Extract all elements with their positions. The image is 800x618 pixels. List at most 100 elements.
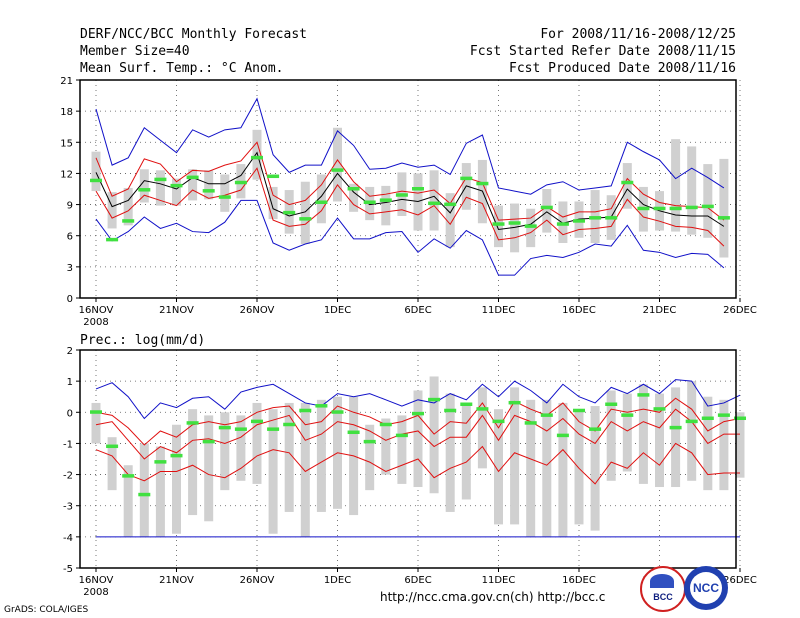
obs-marker (653, 206, 666, 211)
y-tick-label: 9 (67, 201, 73, 212)
obs-marker (154, 460, 167, 464)
obs-marker (363, 200, 376, 204)
obs-marker (589, 427, 602, 431)
spread-box (494, 409, 503, 525)
grads-credit: GrADS: COLA/IGES (4, 605, 89, 615)
spread-box (220, 174, 230, 212)
spread-box (510, 387, 520, 525)
obs-marker (122, 219, 135, 223)
obs-marker (122, 474, 135, 478)
spread-box (397, 415, 407, 484)
spread-box (333, 127, 342, 202)
obs-marker (460, 176, 473, 181)
spread-box (123, 465, 133, 537)
obs-marker (701, 416, 714, 421)
plot-frame (79, 79, 737, 299)
spread-box (574, 409, 584, 525)
obs-marker (395, 433, 408, 438)
series-max-line (95, 379, 741, 420)
spread-box (204, 415, 214, 522)
spread-box (542, 189, 552, 233)
spread-box (429, 376, 439, 494)
obs-marker (106, 237, 119, 242)
obs-marker (540, 205, 553, 210)
obs-marker (605, 216, 618, 220)
x-tick-label: 1DEC (324, 575, 351, 586)
forecast-period: For 2008/11/16-2008/12/25 (540, 27, 736, 42)
spread-box (735, 412, 745, 478)
spread-box (252, 129, 262, 180)
ncc-logo-label: NCC (693, 581, 719, 595)
obs-marker (234, 180, 247, 185)
obs-marker (267, 174, 280, 179)
variable-label: Mean Surf. Temp.: °C Anom. (80, 61, 284, 76)
spread-box (413, 173, 423, 231)
obs-marker (395, 193, 408, 197)
obs-marker (299, 408, 312, 413)
obs-marker (556, 433, 569, 438)
x-tick-label: 21DEC (643, 305, 677, 316)
series-min-line (95, 199, 725, 276)
plot-frame (79, 349, 737, 569)
obs-marker (621, 413, 634, 417)
x-tick-label: 11DEC (482, 575, 516, 586)
obs-marker (605, 402, 618, 406)
spread-box (123, 187, 133, 226)
spread-box (381, 418, 391, 475)
spread-box (365, 424, 375, 491)
obs-marker (218, 425, 231, 430)
obs-marker (106, 444, 119, 449)
spread-box (671, 139, 681, 232)
ncc-logo: NCC (684, 566, 728, 610)
obs-marker (186, 175, 199, 180)
obs-marker (363, 439, 376, 444)
footer-url[interactable]: http://ncc.cma.gov.cn(ch) http://bcc.c (380, 590, 606, 604)
obs-marker (251, 155, 263, 160)
obs-marker (186, 421, 199, 425)
x-year-label: 2008 (83, 587, 108, 598)
series-mean-line (95, 151, 725, 231)
obs-marker (508, 221, 521, 225)
spread-box (220, 412, 230, 491)
spread-box (622, 393, 632, 472)
y-tick-label: 15 (60, 138, 73, 149)
y-tick-label: -4 (63, 533, 73, 544)
obs-marker (331, 410, 344, 414)
x-tick-label: 21NOV (159, 305, 194, 316)
spread-box (510, 203, 520, 253)
x-tick-label: 26DEC (723, 305, 757, 316)
x-tick-label: 26DEC (723, 575, 757, 586)
obs-marker (460, 402, 473, 406)
obs-marker (685, 205, 698, 210)
spread-box (671, 387, 681, 488)
obs-marker (476, 181, 489, 186)
chart-panel-2: Prec.: log(mm/d) -5 -4 -3 -2 -1 0 1 2 16NOV 21NOV 2… (63, 333, 757, 598)
obs-marker (412, 411, 424, 416)
y-tick-label: 12 (60, 169, 73, 180)
spread-box (91, 402, 101, 444)
spread-box (590, 406, 600, 531)
refer-date: Fcst Started Refer Date 2008/11/15 (469, 44, 736, 59)
series-max-line (95, 97, 725, 195)
obs-marker (717, 413, 730, 417)
series-p90-line (95, 397, 741, 446)
spread-box (687, 381, 697, 481)
y-tick-label: 6 (67, 232, 73, 243)
spread-box (349, 183, 359, 212)
obs-marker (573, 408, 585, 413)
spread-box (107, 437, 117, 491)
spread-box (526, 208, 536, 248)
obs-marker (701, 204, 714, 209)
obs-marker (138, 492, 151, 497)
obs-marker (299, 217, 312, 221)
spread-box (719, 399, 729, 491)
y-tick-label: -2 (63, 471, 73, 482)
spread-box (477, 387, 487, 469)
x-year-label: 2008 (83, 317, 108, 328)
obs-marker (444, 408, 457, 413)
y-tick-label: -5 (63, 564, 73, 575)
obs-marker (428, 201, 441, 206)
spread-box (316, 399, 326, 512)
y-tick-label: 21 (60, 76, 73, 87)
obs-marker (669, 425, 682, 430)
